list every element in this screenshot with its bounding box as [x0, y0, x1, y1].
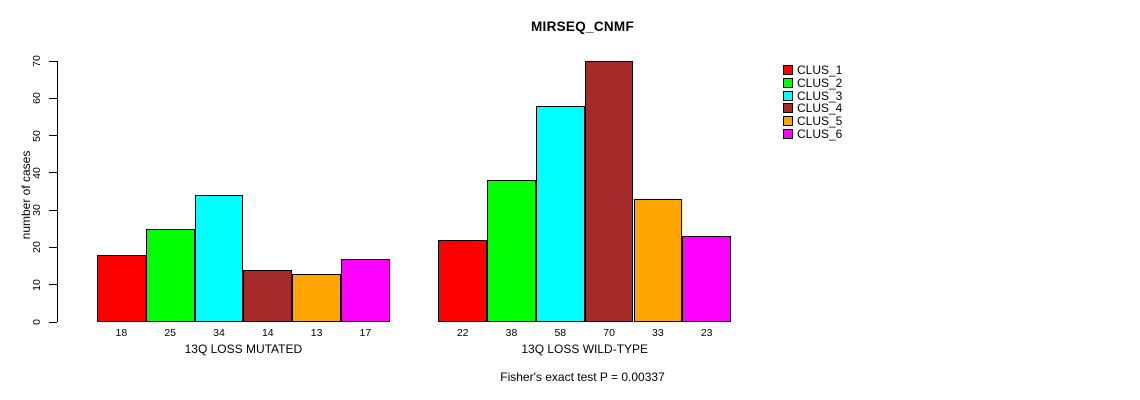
y-axis-tick-label: 20 [31, 241, 43, 254]
legend-label: CLUS_5 [797, 113, 843, 128]
legend-color-swatch [783, 65, 793, 76]
y-axis-tick-label: 60 [31, 92, 43, 105]
bar-value-label: 13 [310, 327, 323, 339]
legend-item: CLUS_6 [783, 127, 842, 140]
bar-value-label: 38 [505, 327, 518, 339]
legend-color-swatch [783, 103, 793, 114]
bar-value-label: 17 [359, 327, 372, 339]
legend-label: CLUS_2 [797, 75, 843, 90]
legend-item: CLUS_2 [783, 77, 842, 90]
bar-clus_1-group1 [97, 254, 146, 322]
bar-clus_4-group1 [243, 269, 293, 322]
bar-clus_5-group2 [633, 198, 683, 322]
y-axis-tick [49, 60, 57, 62]
chart-title: MIRSEQ_CNMF [530, 19, 635, 34]
y-axis-tick [49, 284, 57, 286]
y-axis-line [57, 61, 58, 322]
bar-clus_3-group1 [194, 195, 244, 322]
y-axis-tick [49, 172, 57, 174]
y-axis-tick [49, 135, 57, 137]
legend-item: CLUS_1 [783, 64, 842, 77]
bar-clus_6-group1 [341, 258, 390, 322]
bar-value-label: 14 [261, 327, 274, 339]
legend-label: CLUS_4 [797, 101, 843, 116]
legend-item: CLUS_3 [783, 89, 842, 102]
legend-color-swatch [783, 128, 793, 139]
bar-value-label: 33 [652, 327, 664, 339]
y-axis-tick-label: 70 [31, 55, 43, 67]
bar-clus_4-group2 [584, 61, 634, 322]
y-axis-tick [49, 209, 57, 211]
legend-item: CLUS_4 [783, 102, 842, 115]
bar-value-label: 18 [115, 327, 128, 339]
y-axis-tick-label: 50 [31, 129, 43, 142]
bar-clus_5-group1 [292, 273, 341, 322]
bar-value-label: 58 [554, 327, 567, 339]
bar-clus_1-group2 [438, 239, 488, 322]
bar-value-label: 70 [603, 327, 615, 339]
y-axis-tick [49, 321, 57, 323]
legend-color-swatch [783, 77, 793, 88]
bar-value-label: 34 [213, 327, 225, 339]
y-axis-tick-label: 30 [31, 204, 43, 216]
bar-clus_2-group1 [145, 228, 195, 322]
legend-label: CLUS_6 [797, 126, 843, 141]
bar-value-label: 25 [164, 327, 177, 339]
group-label: 13Q LOSS WILD-TYPE [521, 342, 649, 356]
bar-clus_2-group2 [487, 180, 536, 322]
legend-label: CLUS_1 [797, 63, 843, 78]
legend-color-swatch [783, 90, 793, 101]
bar-clus_6-group2 [682, 236, 732, 322]
bar-value-label: 23 [700, 327, 713, 339]
legend-color-swatch [783, 115, 793, 126]
bar-clus_3-group2 [535, 105, 585, 322]
legend-label: CLUS_3 [797, 88, 843, 103]
legend-item: CLUS_5 [783, 115, 842, 128]
fisher-test-annotation: Fisher's exact test P = 0.00337 [500, 370, 665, 384]
y-axis-tick-label: 0 [31, 319, 43, 325]
y-axis-tick-label: 40 [31, 167, 43, 179]
group-label: 13Q LOSS MUTATED [184, 342, 303, 356]
y-axis-tick-label: 10 [31, 278, 43, 291]
bar-value-label: 22 [456, 327, 469, 339]
y-axis-tick [49, 97, 57, 99]
legend: CLUS_1 CLUS_2 CLUS_3 CLUS_4 CLUS_5 CLUS_6 [783, 64, 842, 140]
y-axis-tick [49, 246, 57, 248]
